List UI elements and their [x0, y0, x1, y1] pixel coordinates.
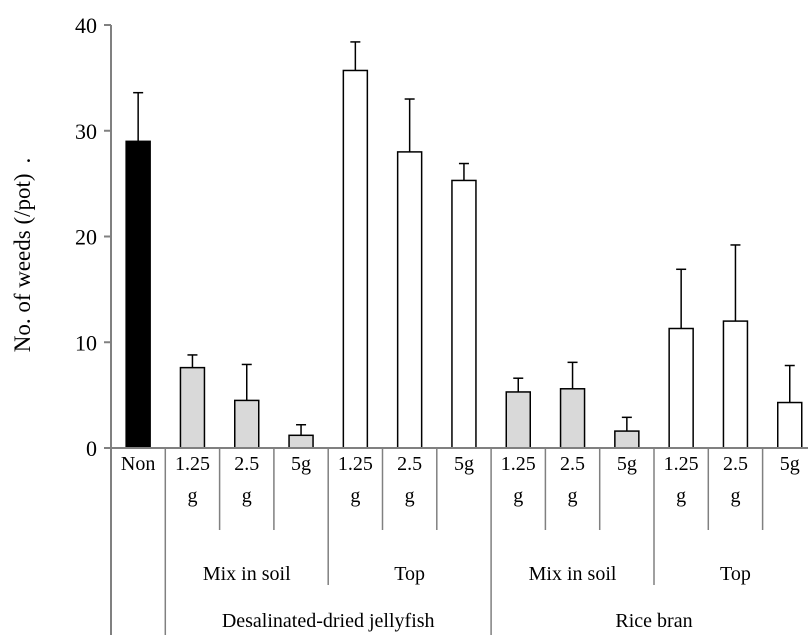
bar-dj-mix-5 — [288, 434, 314, 449]
category-label-rb-top-25: g — [730, 485, 740, 507]
y-axis-title-text: No. of weeds (/pot) — [10, 173, 35, 352]
category-label-rb-top-25: 2.5 — [723, 453, 748, 475]
bar-rb-mix-5 — [614, 430, 640, 449]
bar-dj-top-5 — [451, 179, 477, 449]
bar-rb-mix-25 — [559, 388, 586, 449]
y-tick-label: 30 — [75, 119, 97, 144]
application-group-label: Mix in soil — [203, 563, 291, 585]
category-label-rb-top-5: 5g — [780, 453, 800, 475]
y-tick-label: 40 — [75, 13, 97, 38]
y-axis-title-dot: . — [10, 158, 35, 164]
category-label-rb-mix-5: 5g — [617, 453, 637, 475]
category-label-rb-top-125: g — [676, 485, 686, 507]
y-tick-label: 10 — [75, 330, 97, 355]
bar-dj-top-125 — [342, 69, 369, 449]
bar-dj-top-25 — [396, 151, 423, 449]
category-label-dj-mix-125: g — [187, 485, 197, 507]
bar-non — [125, 140, 151, 449]
category-label-rb-mix-25: g — [568, 485, 578, 507]
application-group-label: Top — [720, 563, 751, 585]
category-label-dj-top-5: 5g — [454, 453, 474, 475]
category-label-rb-mix-125: g — [513, 485, 523, 507]
application-group-label: Mix in soil — [529, 563, 617, 585]
category-label-dj-mix-5: 5g — [291, 453, 311, 475]
application-group-label: Top — [394, 563, 425, 585]
y-tick-label: 0 — [86, 436, 97, 461]
category-label-rb-mix-25: 2.5 — [560, 453, 585, 475]
category-label-dj-mix-25: g — [242, 485, 252, 507]
category-label-non: Non — [121, 453, 155, 475]
category-label-dj-mix-125: 1.25 — [175, 453, 210, 475]
y-tick-label: 20 — [75, 225, 97, 250]
bar-rb-mix-125 — [505, 391, 531, 449]
bar-rb-top-125 — [668, 327, 694, 449]
category-label-dj-top-125: 1.25 — [338, 453, 373, 475]
category-label-dj-mix-25: 2.5 — [234, 453, 259, 475]
category-label-dj-top-125: g — [350, 485, 360, 507]
category-label-dj-top-25: g — [405, 485, 415, 507]
bar-rb-top-5 — [777, 401, 803, 449]
bar-dj-mix-25 — [234, 399, 260, 449]
material-group-label: Desalinated-dried jellyfish — [222, 610, 435, 632]
y-axis-title: No. of weeds (/pot). — [10, 158, 35, 353]
bar-rb-top-25 — [722, 320, 749, 449]
category-label-dj-top-25: 2.5 — [397, 453, 422, 475]
bar-dj-mix-125 — [179, 366, 206, 449]
material-group-label: Rice bran — [615, 610, 692, 632]
category-label-rb-mix-125: 1.25 — [501, 453, 536, 475]
category-label-rb-top-125: 1.25 — [664, 453, 699, 475]
